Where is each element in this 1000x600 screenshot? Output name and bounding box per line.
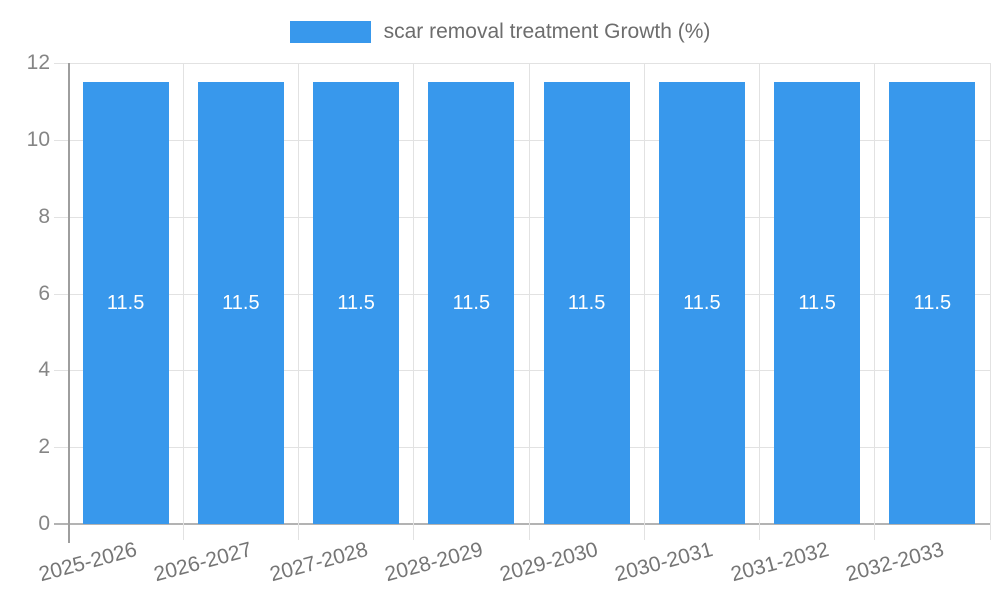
gridline-y-12 [54, 63, 990, 64]
gridline-x-4 [528, 63, 530, 540]
gridline-y-0 [54, 523, 990, 525]
bar-value-label-2026-2027: 11.5 [222, 292, 260, 315]
x-tick-label-2030-2031: 2030-2031 [612, 538, 716, 587]
x-tick-label-2032-2033: 2032-2033 [843, 538, 947, 587]
gridline-y-10 [54, 139, 990, 141]
y-axis-line [68, 63, 70, 543]
bar-value-label-2032-2033: 11.5 [913, 292, 952, 315]
x-tick-label-2026-2027: 2026-2027 [151, 538, 255, 587]
bar-2028-2029 [428, 82, 515, 524]
y-tick-label-12: 12 [26, 51, 50, 74]
bar-2031-2032 [774, 82, 861, 524]
legend-label: scar removal treatment Growth (%) [383, 20, 711, 43]
gridline-x-5 [643, 63, 645, 540]
x-tick-label-2031-2032: 2031-2032 [728, 538, 832, 587]
bar-2030-2031 [658, 82, 745, 524]
y-tick-label-0: 0 [38, 512, 50, 535]
gridline-x-6 [759, 63, 760, 540]
x-tick-label-2029-2030: 2029-2030 [497, 538, 601, 587]
bar-2029-2030 [543, 82, 630, 524]
gridline-x-8 [989, 63, 991, 540]
y-tick-label-4: 4 [38, 358, 50, 382]
plot-area: 0 2 4 6 8 10 12 11.5 2025-2026 11.5 2026-2027 11.5 2… [27, 51, 991, 586]
gridline-y-6 [54, 293, 990, 295]
bar-value-label-2028-2029: 11.5 [452, 292, 491, 315]
legend[interactable]: scar removal treatment Growth (%) [0, 20, 1000, 44]
gridline-y-4 [54, 370, 990, 372]
x-tick-label-2028-2029: 2028-2029 [382, 538, 486, 587]
gridline-x-2 [298, 63, 299, 540]
gridline-x-1 [182, 63, 184, 540]
bar-value-label-2029-2030: 11.5 [567, 292, 606, 315]
bar-value-label-2030-2031: 11.5 [683, 292, 721, 315]
gridline-y-2 [54, 447, 990, 449]
bar-2026-2027 [197, 82, 284, 524]
bar-2027-2028 [313, 82, 400, 524]
y-tick-label-10: 10 [26, 127, 50, 151]
bar-2032-2033 [889, 82, 976, 524]
bar-value-label-2031-2032: 11.5 [798, 292, 836, 315]
x-tick-label-2025-2026: 2025-2026 [36, 538, 140, 587]
y-tick-label-6: 6 [38, 281, 50, 305]
gridline-x-3 [413, 63, 415, 540]
y-tick-label-2: 2 [38, 435, 50, 459]
bar-2025-2026 [82, 82, 169, 524]
bar-value-label-2027-2028: 11.5 [337, 292, 375, 315]
bar-value-label-2025-2026: 11.5 [106, 292, 145, 315]
legend-swatch [289, 21, 371, 43]
x-tick-label-2027-2028: 2027-2028 [267, 538, 371, 587]
gridline-y-8 [54, 216, 990, 218]
gridline-x-7 [874, 63, 876, 540]
y-tick-label-8: 8 [38, 204, 50, 228]
